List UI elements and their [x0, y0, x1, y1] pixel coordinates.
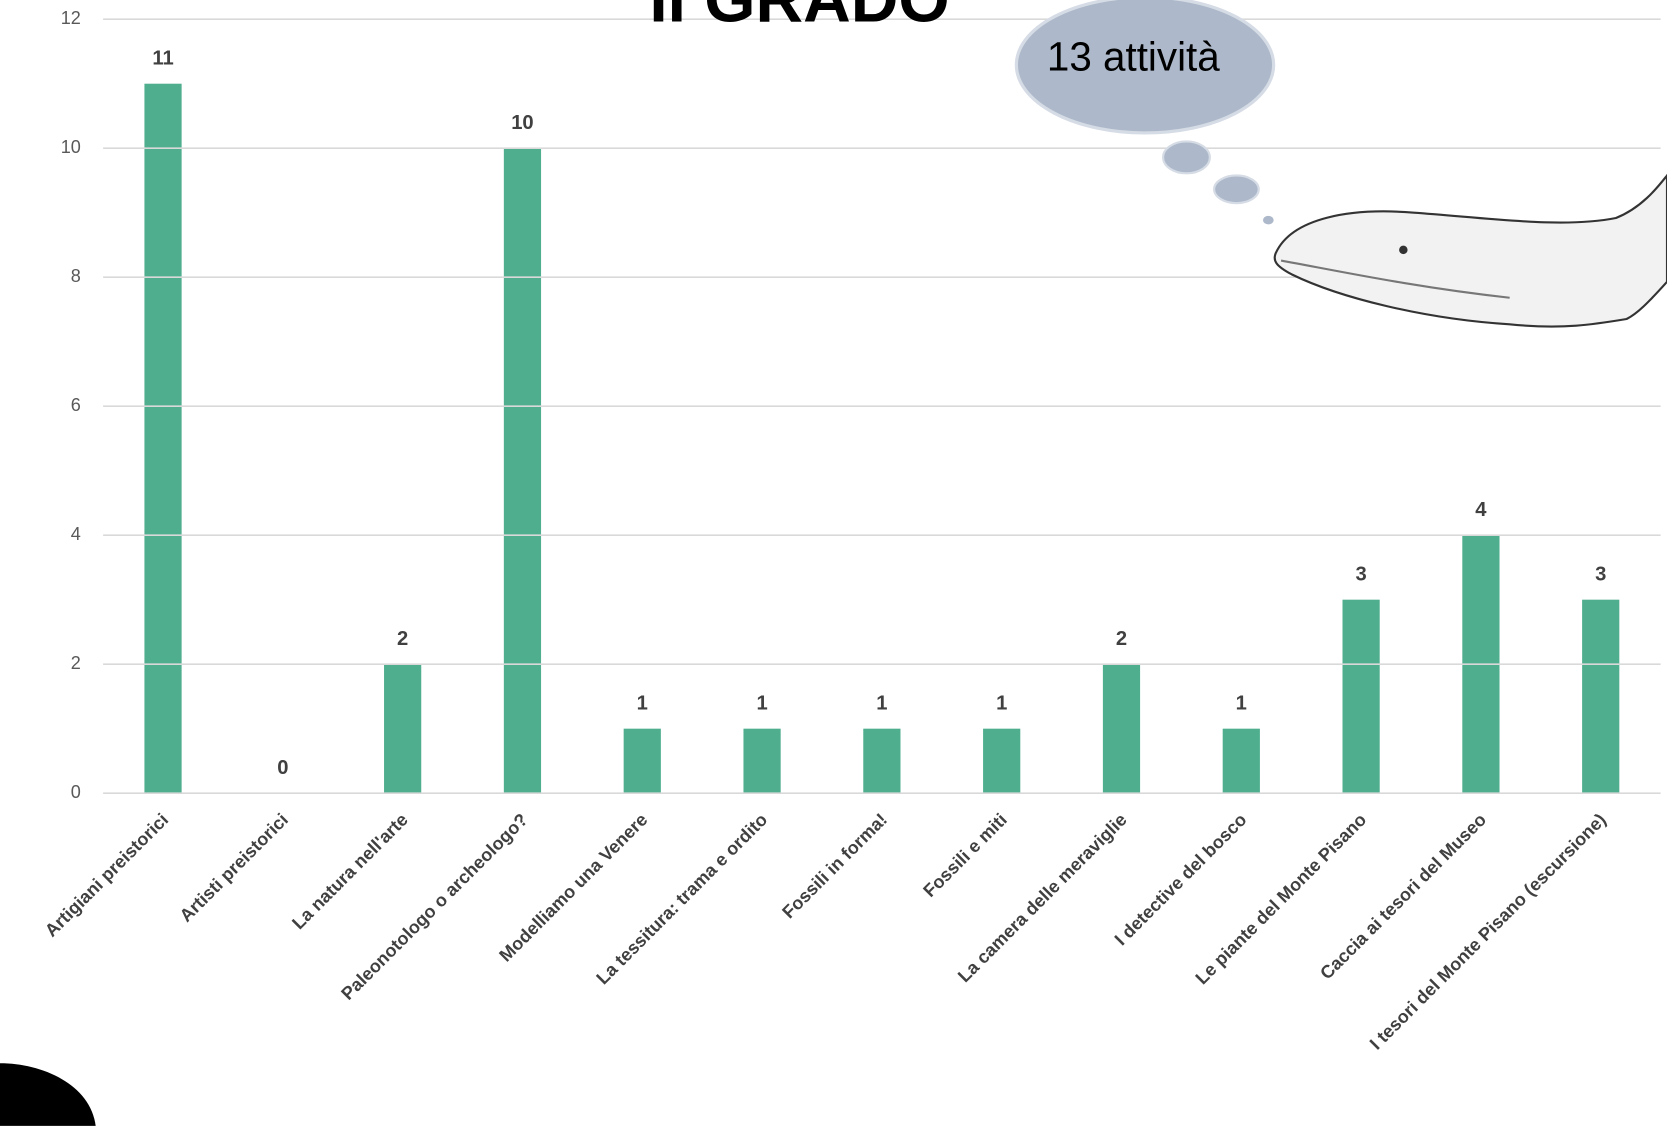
x-tick-label: Paleonotologo o archeologo? — [337, 809, 531, 1003]
y-tick-label: 0 — [71, 782, 81, 802]
data-label: 11 — [152, 48, 173, 70]
data-label: 1 — [637, 693, 648, 715]
x-tick-label: Fossili e miti — [919, 809, 1011, 901]
data-label: 1 — [996, 693, 1007, 715]
data-label: 4 — [1475, 499, 1487, 521]
x-tick-label: I detective del bosco — [1111, 809, 1251, 949]
chart-title: II GRADO — [649, 0, 949, 35]
data-label: 1 — [756, 693, 767, 715]
data-label: 1 — [1236, 693, 1247, 715]
bar — [1582, 599, 1620, 794]
whale-illustration — [1273, 173, 1667, 328]
data-label: 3 — [1355, 564, 1366, 586]
y-tick-label: 4 — [71, 524, 81, 544]
y-tick-label: 10 — [61, 137, 81, 157]
y-tick-label: 8 — [71, 266, 81, 286]
bar — [384, 664, 422, 794]
bar — [1222, 728, 1260, 794]
y-tick-label: 12 — [61, 8, 81, 28]
bar — [144, 83, 182, 794]
bar — [1342, 599, 1380, 794]
y-tick-label: 2 — [71, 653, 81, 673]
x-tick-label: La natura nell'arte — [288, 809, 412, 933]
y-tick-label: 6 — [71, 395, 81, 415]
x-tick-label: I tesori del Monte Pisano (escursione) — [1366, 809, 1610, 1053]
bar — [743, 728, 781, 794]
bar — [863, 728, 901, 794]
data-label: 2 — [397, 628, 408, 650]
bar — [503, 148, 542, 794]
data-label: 0 — [277, 757, 288, 779]
data-label: 1 — [876, 693, 887, 715]
bar — [983, 728, 1021, 794]
data-label: 3 — [1595, 564, 1606, 586]
thought-bubble — [1014, 0, 1276, 225]
data-label: 2 — [1116, 628, 1127, 650]
annotation: 13 attività — [1047, 33, 1220, 79]
data-label: 10 — [511, 112, 533, 134]
logo — [0, 1063, 96, 1126]
x-tick-label: Artisti preistorici — [176, 809, 292, 925]
x-tick-label: Artigiani preistorici — [41, 809, 172, 940]
bar — [623, 728, 661, 794]
bar — [1102, 664, 1141, 794]
x-tick-label: Fossili in forma! — [778, 809, 891, 922]
